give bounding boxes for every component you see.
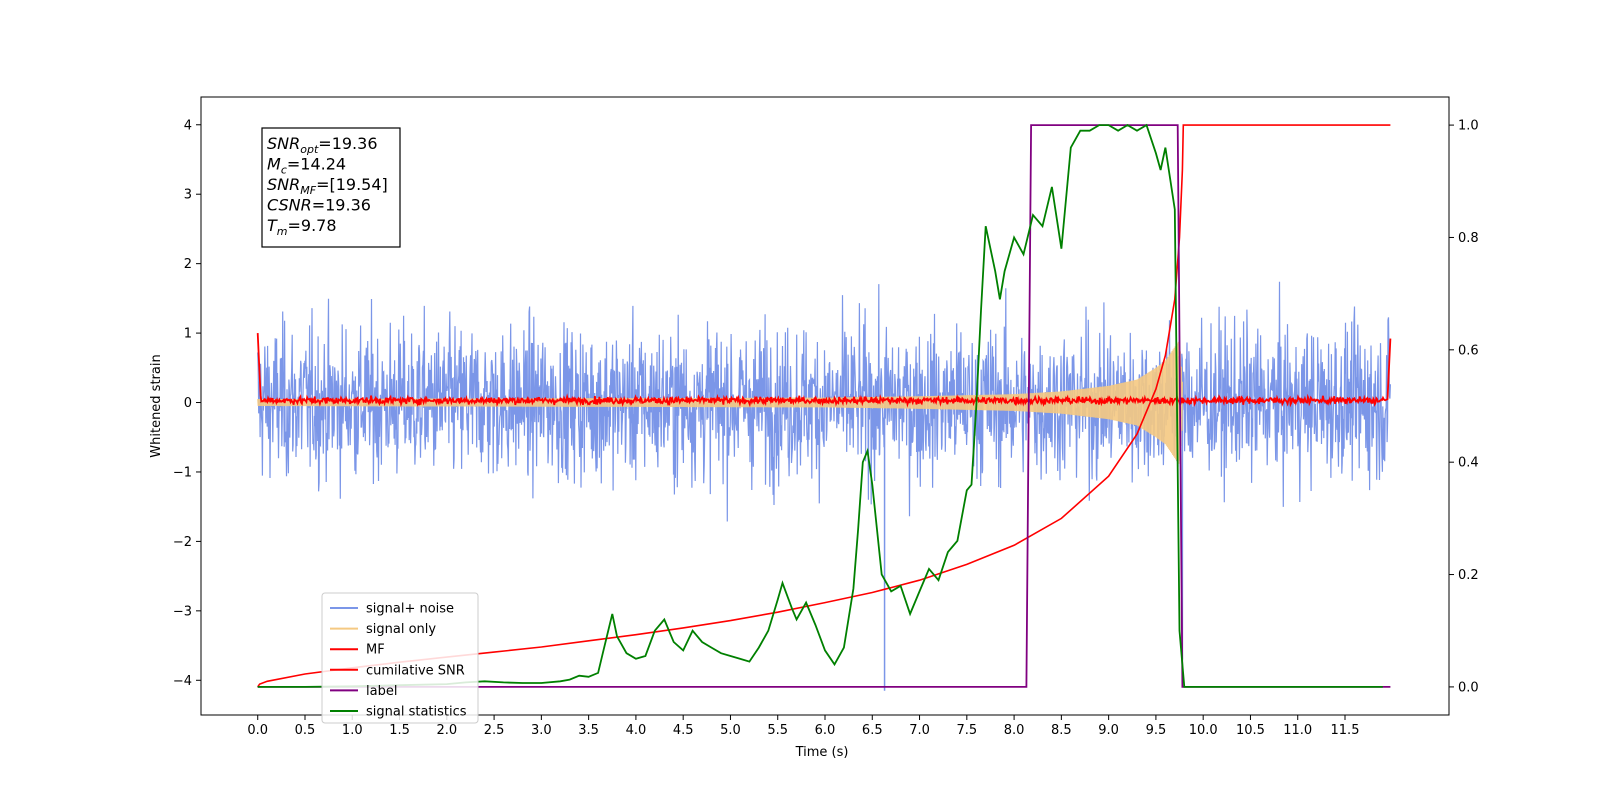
x-tick-label: 1.0: [342, 723, 363, 738]
x-axis-label: Time (s): [795, 745, 849, 760]
y-tick-label: 3: [184, 188, 192, 203]
annotation-line: CSNR=19.36: [267, 196, 371, 215]
x-axis: 0.0 0.5 1.0 1.5 2.0 2.5 3.0 3.5 4.0 4.5 5.0 5.5 6.0 6…: [247, 715, 1359, 738]
x-tick-label: 6.0: [815, 723, 836, 738]
series-signal-noise: [257, 281, 1391, 522]
y-tick-label: −1: [173, 465, 192, 480]
y2-tick-label: 0.2: [1458, 568, 1479, 583]
x-tick-label: 4.0: [626, 723, 647, 738]
series-mf: [256, 333, 1392, 408]
legend-label: cumilative SNR: [366, 663, 465, 678]
y-tick-label: −2: [173, 535, 192, 550]
y-tick-label: 0: [184, 396, 192, 411]
x-tick-label: 3.0: [531, 723, 552, 738]
x-tick-label: 8.0: [1004, 723, 1025, 738]
legend-label: signal only: [366, 622, 436, 637]
annotation-line: Tm=9.78: [267, 216, 337, 238]
y2-tick-label: 0.4: [1458, 456, 1479, 471]
series-layer: [256, 123, 1392, 691]
x-tick-label: 9.0: [1098, 723, 1119, 738]
x-tick-label: 8.5: [1051, 723, 1072, 738]
x-tick-label: 5.5: [767, 723, 788, 738]
y2-tick-label: 0.8: [1458, 231, 1479, 246]
x-tick-label: 1.5: [389, 723, 410, 738]
y-tick-label: −3: [173, 604, 192, 619]
x-tick-label: 6.5: [862, 723, 883, 738]
legend-label: MF: [366, 643, 385, 658]
legend-label: signal+ noise: [366, 602, 454, 617]
x-tick-label: 3.5: [578, 723, 599, 738]
annotation-line: SNRMF=[19.54]: [267, 175, 388, 197]
x-tick-label: 10.0: [1189, 723, 1218, 738]
y-axis-right: 1.0 0.8 0.6 0.4 0.2 0.0: [1449, 119, 1479, 695]
y-tick-label: 2: [184, 257, 192, 272]
x-tick-label: 9.5: [1146, 723, 1167, 738]
y-axis-label: Whitened strain: [149, 354, 164, 457]
legend-frame: [321, 592, 479, 724]
y-tick-label: −4: [173, 674, 192, 689]
legend-label: signal statistics: [366, 705, 467, 720]
x-tick-label: 4.5: [673, 723, 694, 738]
x-tick-label: 7.0: [909, 723, 930, 738]
x-tick-label: 0.0: [247, 723, 268, 738]
y2-tick-label: 1.0: [1458, 119, 1479, 134]
series-signal-statistics: [257, 123, 1383, 688]
annotation-line: SNRopt=19.36: [267, 134, 378, 156]
legend-label: label: [366, 684, 397, 699]
x-tick-label: 10.5: [1236, 723, 1265, 738]
legend: signal+ noise signal only MF cumilative SNR…: [321, 592, 479, 724]
y-tick-label: 1: [184, 327, 192, 342]
annotation-line: Mc=14.24: [267, 155, 346, 177]
x-tick-label: 11.0: [1283, 723, 1312, 738]
x-tick-label: 5.0: [720, 723, 741, 738]
y-axis-left: 4 3 2 1 0 −1 −2 −3 −4: [173, 118, 201, 689]
x-tick-label: 7.5: [956, 723, 977, 738]
x-tick-label: 11.5: [1331, 723, 1360, 738]
y2-tick-label: 0.0: [1458, 680, 1479, 695]
y-tick-label: 4: [184, 118, 192, 133]
x-tick-label: 0.5: [295, 723, 316, 738]
y2-tick-label: 0.6: [1458, 343, 1479, 358]
x-tick-label: 2.5: [484, 723, 505, 738]
annotation-frame: [261, 127, 401, 248]
x-tick-label: 2.0: [436, 723, 457, 738]
annotation-box: SNRopt=19.36Mc=14.24SNRMF=[19.54]CSNR=19…: [261, 127, 401, 248]
